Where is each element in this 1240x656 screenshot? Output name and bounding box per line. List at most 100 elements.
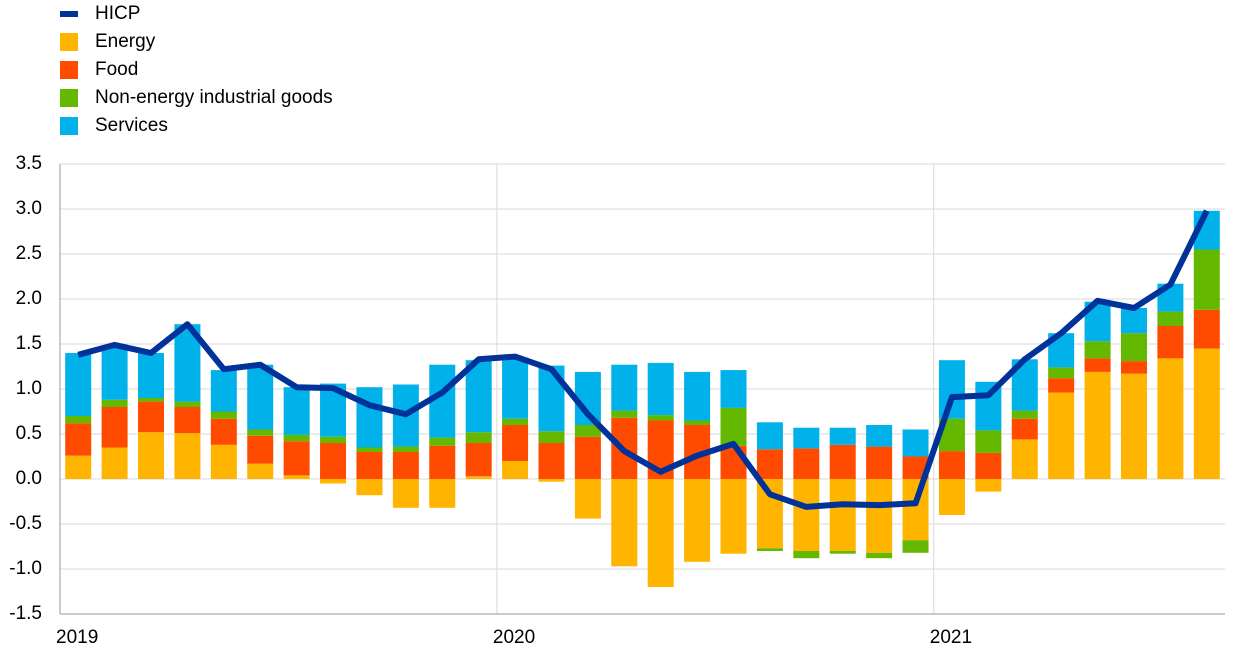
y-tick-label: 2.0 xyxy=(16,288,42,309)
y-tick-label: 3.0 xyxy=(16,198,42,219)
bar-segment xyxy=(65,353,92,416)
bar-segment xyxy=(720,407,747,446)
y-tick-label: 1.5 xyxy=(16,333,42,354)
bar-segment xyxy=(1048,367,1075,379)
bar-segment xyxy=(138,398,165,402)
bar-segment xyxy=(866,479,893,553)
bar-segment xyxy=(502,357,529,419)
legend-label: Non-energy industrial goods xyxy=(95,87,333,108)
bar-segment xyxy=(1011,410,1038,419)
bar-segment xyxy=(1120,373,1147,479)
bar-segment xyxy=(647,479,674,587)
bar-segment xyxy=(138,401,165,433)
y-tick-label: 2.5 xyxy=(16,243,42,264)
bar-segment xyxy=(574,479,601,519)
bar-segment xyxy=(210,418,237,445)
bar-segment xyxy=(174,401,201,407)
bar-segment xyxy=(866,425,893,447)
bar-segment xyxy=(101,407,128,448)
bar-segment xyxy=(829,444,856,479)
bar-segment xyxy=(429,479,456,508)
legend-label: Energy xyxy=(95,31,156,52)
bar-segment xyxy=(174,433,201,479)
bar-segment xyxy=(465,476,492,479)
bar-segment xyxy=(902,479,929,541)
y-tick-label: 0.0 xyxy=(16,468,42,489)
bar-segment xyxy=(938,360,965,419)
bar-segment xyxy=(793,427,820,449)
legend-swatch xyxy=(60,33,78,51)
bar-segment xyxy=(1193,309,1220,349)
bar-segment xyxy=(320,443,347,479)
bar-segment xyxy=(392,452,419,479)
legend-swatch xyxy=(60,89,78,107)
bar-segment xyxy=(356,447,383,452)
bar-segment xyxy=(975,479,1002,492)
bar-segment xyxy=(210,444,237,479)
bar-segment xyxy=(684,371,711,421)
bar-segment xyxy=(574,436,601,479)
bar-segment xyxy=(1048,392,1075,479)
bar-segment xyxy=(465,432,492,443)
bar-segment xyxy=(101,447,128,479)
bar-segment xyxy=(356,479,383,496)
bar-segment xyxy=(1157,326,1184,359)
line-series xyxy=(77,209,1210,510)
x-tick-label: 2021 xyxy=(930,627,972,648)
bar-segment xyxy=(720,370,747,408)
bar-segment xyxy=(1157,358,1184,479)
bar-segment xyxy=(247,463,274,479)
bar-segment xyxy=(283,441,310,476)
bar-segment xyxy=(101,399,128,407)
bar-segment xyxy=(902,429,929,457)
bar-segment xyxy=(611,410,638,418)
bar-segment xyxy=(1048,378,1075,393)
bar-segment xyxy=(574,425,601,437)
bar-segment xyxy=(247,429,274,436)
bar-segment xyxy=(1084,371,1111,479)
bar-segment xyxy=(1193,348,1220,479)
y-tick-label: -1.0 xyxy=(9,558,42,579)
bar-segment xyxy=(429,445,456,479)
bar-segment xyxy=(611,364,638,411)
bar-segment xyxy=(1120,333,1147,362)
bar-segment xyxy=(684,420,711,425)
bar-segment xyxy=(138,432,165,479)
bar-segment xyxy=(65,455,92,479)
bar-segment xyxy=(1011,439,1038,479)
bar-segment xyxy=(866,552,893,559)
bar-segment xyxy=(429,437,456,446)
bar-segment xyxy=(756,449,783,479)
legend-label: Services xyxy=(95,115,168,136)
legend-swatch xyxy=(60,117,78,135)
bar-segment xyxy=(247,435,274,464)
bar-segment xyxy=(1084,358,1111,372)
bar-segment xyxy=(538,443,565,479)
y-tick-label: -1.5 xyxy=(9,603,42,624)
bar-segment xyxy=(210,411,237,419)
bar-segment xyxy=(101,346,128,400)
bar-segment xyxy=(611,479,638,567)
bar-segment xyxy=(866,446,893,479)
y-tick-label: 1.0 xyxy=(16,378,42,399)
bar-segment xyxy=(538,479,565,482)
bar-segment xyxy=(720,479,747,554)
legend-label: Food xyxy=(95,59,138,80)
bar-segment xyxy=(1084,341,1111,359)
bar-segment xyxy=(793,448,820,479)
bar-segment xyxy=(829,427,856,445)
bar-segment xyxy=(1011,418,1038,440)
bar-segment xyxy=(502,418,529,425)
bar-segment xyxy=(283,434,310,442)
bar-segment xyxy=(975,452,1002,479)
bar-segment xyxy=(902,456,929,479)
bar-segment xyxy=(538,365,565,432)
bar-segment xyxy=(210,370,237,412)
bar-segment xyxy=(793,479,820,551)
bar-segment xyxy=(502,461,529,479)
x-tick-label: 2019 xyxy=(56,627,98,648)
bar-segment xyxy=(65,423,92,456)
legend-label: HICP xyxy=(95,3,140,24)
bar-segment xyxy=(720,445,747,479)
